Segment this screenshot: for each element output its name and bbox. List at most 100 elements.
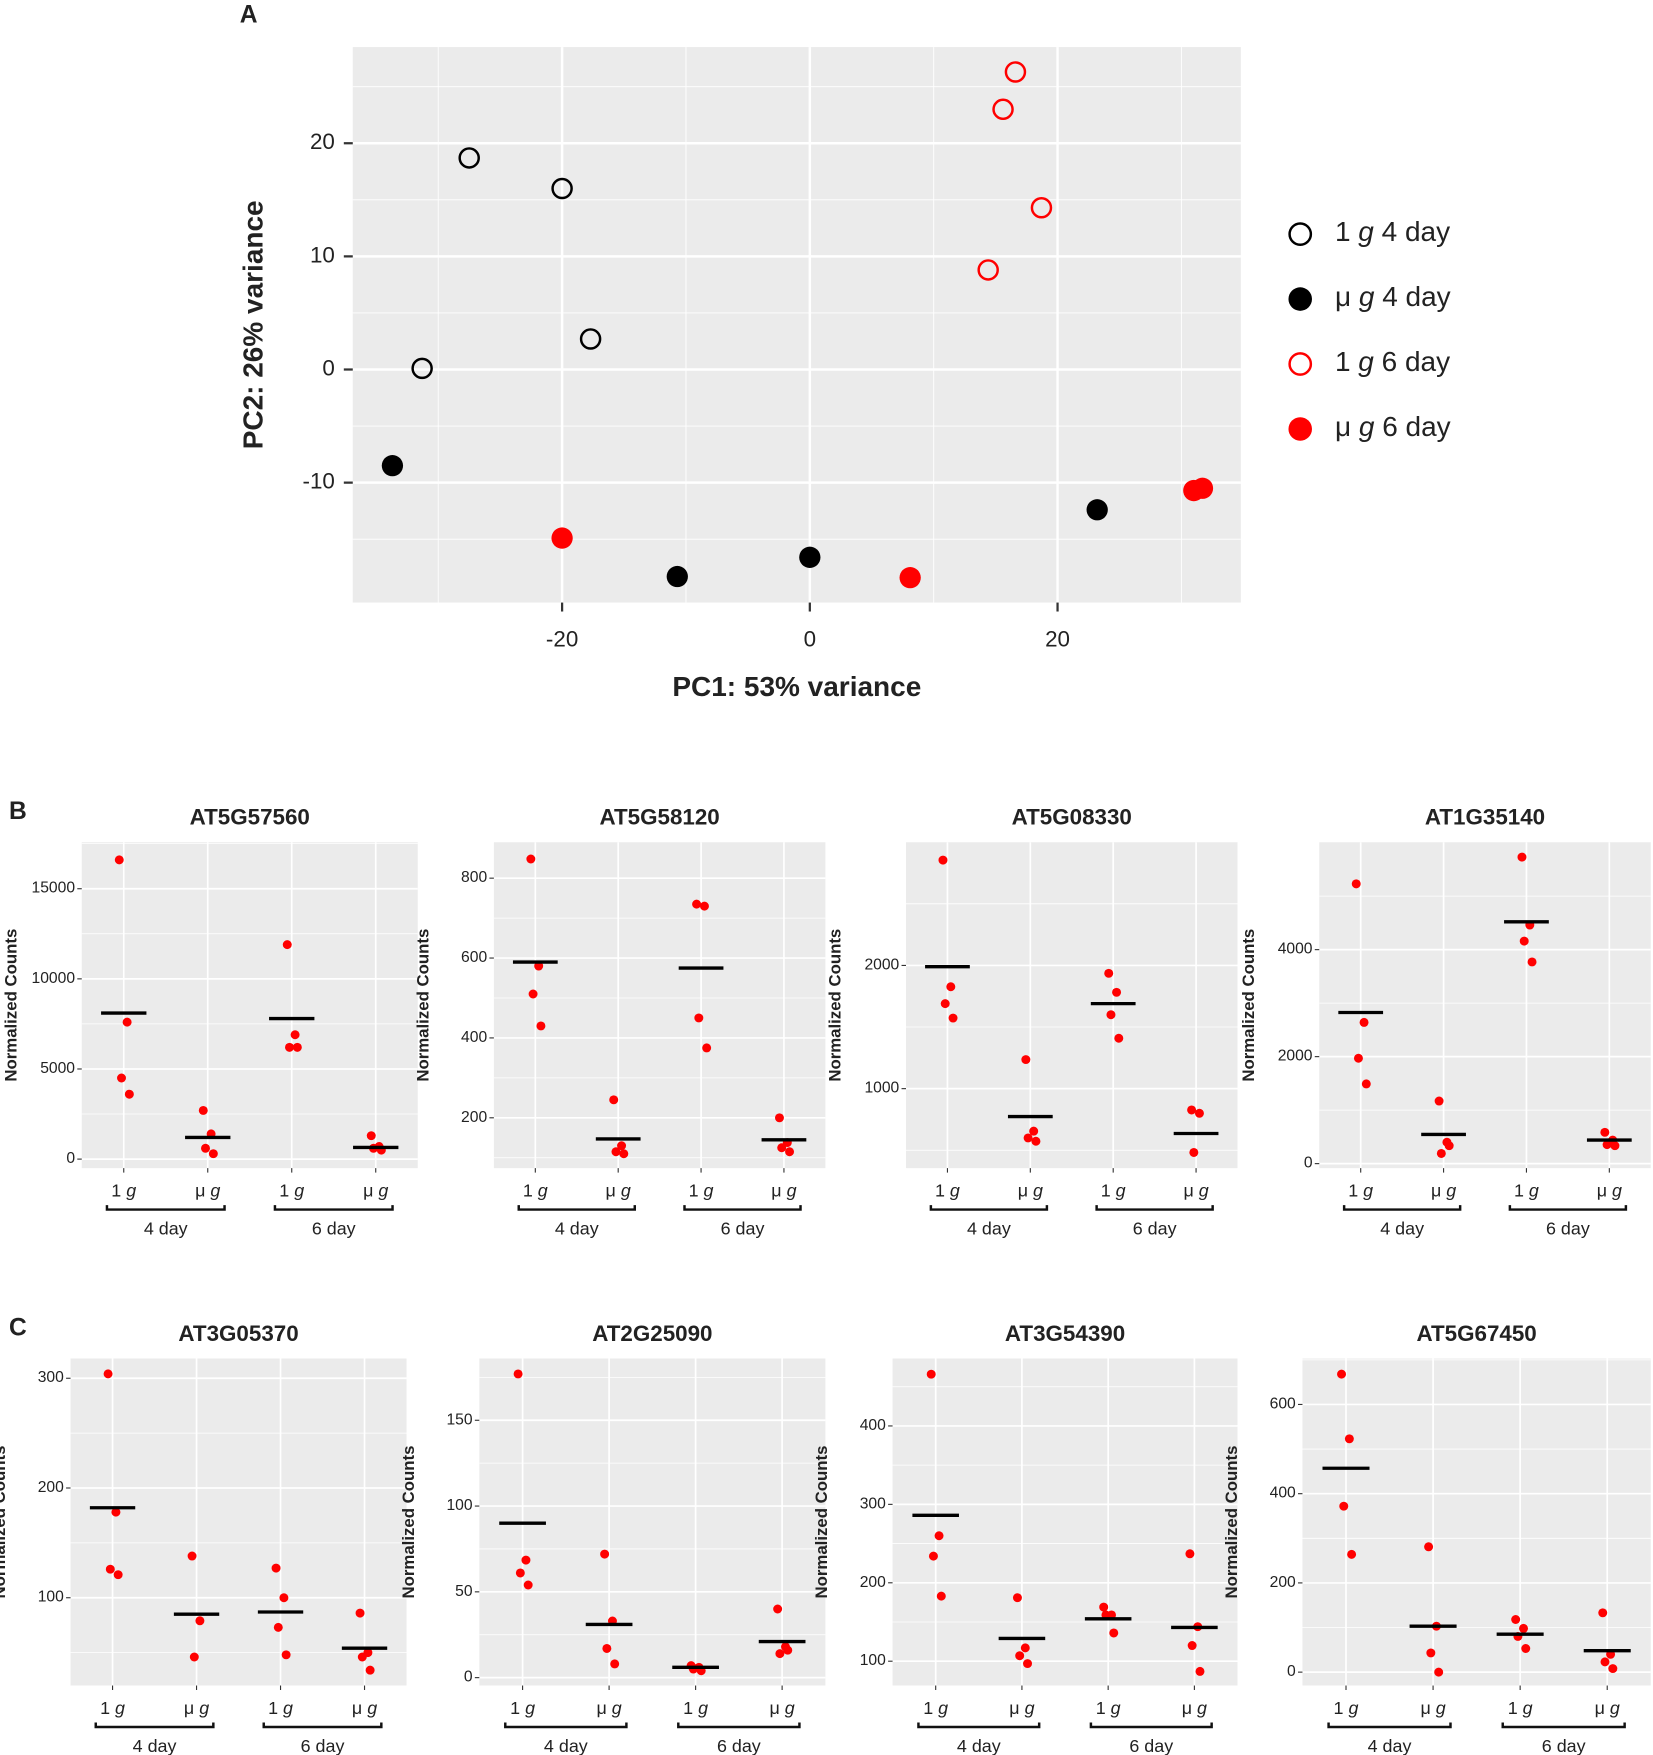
- group-bracket: [1501, 1722, 1626, 1729]
- point: [526, 854, 536, 864]
- y-tick-label: 100: [38, 1589, 64, 1606]
- point: [273, 1622, 283, 1632]
- point: [1353, 1053, 1363, 1063]
- group-bracket: [1095, 1205, 1214, 1211]
- point: [515, 1568, 525, 1578]
- x-tick-label: 1 g: [923, 1698, 948, 1718]
- point: [938, 855, 948, 865]
- x-tick-label: μ g: [1597, 1180, 1622, 1200]
- y-tick-label: 15000: [31, 880, 75, 897]
- group-bracket: [262, 1722, 383, 1729]
- group-label: 4 day: [555, 1218, 599, 1238]
- point: [1185, 1549, 1195, 1559]
- x-tick-label: μ g: [195, 1180, 220, 1200]
- point: [1347, 1549, 1357, 1559]
- y-tick-label: 0: [322, 355, 334, 380]
- point: [1436, 1148, 1446, 1158]
- x-tick-label: μ g: [1431, 1180, 1456, 1200]
- group-bracket: [683, 1205, 802, 1211]
- y-tick-label: 600: [461, 949, 487, 966]
- x-tick-label: μ g: [1009, 1698, 1034, 1718]
- group-bracket: [273, 1205, 394, 1211]
- group-label: 4 day: [144, 1218, 188, 1238]
- point: [1344, 1434, 1354, 1444]
- y-tick-label: 200: [860, 1574, 886, 1591]
- point: [1608, 1664, 1618, 1674]
- x-tick-label: μ g: [1183, 1180, 1208, 1200]
- x-tick-label: 1 g: [1514, 1180, 1539, 1200]
- y-axis-label: Normalized Counts: [1222, 1446, 1241, 1599]
- x-tick-label: 1 g: [1334, 1698, 1359, 1718]
- x-tick-label: μ g: [1420, 1698, 1445, 1718]
- x-tick-label: μ g: [352, 1698, 377, 1718]
- point: [617, 1141, 627, 1151]
- point: [602, 1643, 612, 1653]
- plot-background: [81, 842, 418, 1169]
- point: [458, 147, 480, 169]
- point: [1519, 936, 1529, 946]
- point: [411, 357, 433, 380]
- x-tick-label: 1 g: [279, 1180, 304, 1200]
- legend-label: μ g 6 day: [1335, 411, 1451, 442]
- point: [692, 899, 702, 909]
- y-tick-label: 200: [1270, 1574, 1296, 1591]
- legend-label: 1 g 6 day: [1335, 346, 1450, 377]
- point: [534, 961, 544, 971]
- group-bracket: [1089, 1722, 1213, 1729]
- group-label: 6 day: [312, 1218, 356, 1238]
- group-label: 4 day: [1380, 1218, 1424, 1238]
- x-tick-label: 1 g: [935, 1180, 960, 1200]
- y-tick-label: 100: [446, 1497, 472, 1514]
- y-tick-label: -10: [303, 469, 335, 494]
- group-bracket: [94, 1722, 215, 1729]
- panel-title: AT5G57560: [190, 805, 310, 830]
- point: [1099, 1602, 1109, 1612]
- x-tick-label: 0: [804, 627, 816, 652]
- point: [619, 1149, 629, 1159]
- panel-title: AT5G08330: [1012, 805, 1132, 830]
- y-tick-label: 10: [310, 242, 335, 267]
- group-label: 4 day: [133, 1736, 177, 1755]
- y-axis-label: Normalized Counts: [1239, 929, 1258, 1082]
- group-label: 6 day: [1542, 1736, 1586, 1755]
- point: [610, 1659, 620, 1669]
- x-tick-label: 1 g: [523, 1180, 548, 1200]
- point: [521, 1555, 531, 1565]
- point: [777, 1143, 787, 1153]
- point: [103, 1369, 113, 1379]
- y-tick-label: 2000: [864, 957, 899, 974]
- point: [1195, 1666, 1205, 1676]
- y-tick-label: 100: [860, 1652, 886, 1669]
- y-tick-label: 0: [1304, 1155, 1313, 1172]
- group-bracket: [929, 1205, 1049, 1211]
- y-tick-label: 600: [1270, 1396, 1296, 1413]
- point: [189, 1652, 199, 1662]
- point: [1023, 1133, 1033, 1143]
- point: [694, 1013, 704, 1023]
- panel-label: B: [9, 797, 27, 824]
- point: [899, 567, 921, 589]
- x-tick-label: μ g: [184, 1698, 209, 1718]
- point: [1424, 1542, 1434, 1552]
- point: [1106, 1010, 1116, 1020]
- x-tick-label: 20: [1045, 627, 1070, 652]
- point: [1015, 1651, 1025, 1661]
- plot-background: [70, 1358, 407, 1686]
- group-bracket: [917, 1722, 1041, 1729]
- point: [1187, 1105, 1197, 1115]
- y-tick-label: 400: [860, 1417, 886, 1434]
- group-label: 4 day: [544, 1736, 588, 1755]
- y-tick-label: 10000: [31, 970, 75, 987]
- x-tick-label: 1 g: [1101, 1180, 1126, 1200]
- point: [1101, 1610, 1111, 1620]
- x-tick-label: μ g: [1182, 1698, 1207, 1718]
- point: [1434, 1096, 1444, 1106]
- point: [1600, 1127, 1610, 1137]
- point: [1359, 1017, 1369, 1027]
- point: [977, 259, 999, 281]
- x-tick-label: 1 g: [683, 1698, 708, 1718]
- x-axis-label: PC1: 53% variance: [672, 671, 921, 702]
- y-axis-label: Normalized Counts: [399, 1446, 418, 1599]
- legend-marker: [1288, 222, 1313, 246]
- point: [187, 1551, 197, 1561]
